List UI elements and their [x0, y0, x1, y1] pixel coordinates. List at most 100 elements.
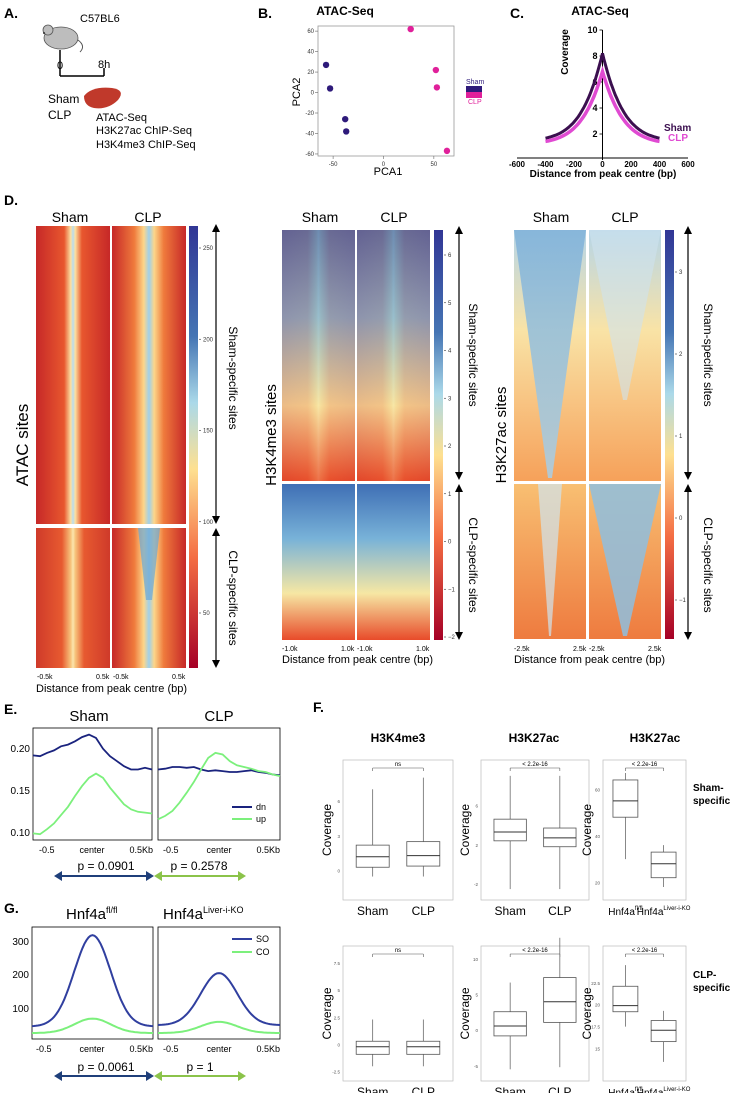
x-tick: -0.5 — [39, 845, 55, 855]
y-tick-label: 5 — [475, 993, 478, 998]
x-axis-label: PCA1 — [374, 166, 403, 178]
x-axis-label: Distance from peak centre (bp) — [36, 683, 187, 695]
y-tick-label: 7.5 — [334, 961, 341, 966]
x-tick-label: 0 — [382, 162, 386, 168]
x-tick-label: -600 — [509, 160, 526, 169]
y-tick-label: 40 — [307, 50, 314, 56]
x-tick: 2.5k — [648, 646, 662, 653]
col-label-clp: CLP — [134, 209, 161, 225]
row-label-sham: Sham-specific — [693, 783, 731, 807]
line-up-sham — [32, 772, 153, 836]
legend: Sham CLP — [466, 79, 484, 106]
line-up-clp — [157, 751, 281, 821]
x-tick: 0.5Kb — [129, 1044, 153, 1054]
sig-label: ns — [395, 948, 401, 954]
cbar-tick-label: 1 — [679, 434, 683, 440]
subplot-title-ko: Hnf4aLiver-i-KO — [163, 905, 244, 923]
cbar-tick-label: 100 — [203, 520, 214, 526]
site-label-clp: CLP-specific sites — [701, 517, 715, 612]
box — [493, 818, 527, 842]
y-tick: 300 — [12, 937, 29, 948]
x-tick: -0.5k — [37, 674, 53, 681]
y-tick-label: -5 — [474, 1064, 478, 1069]
y-tick-label: 6 — [337, 799, 340, 804]
y-tick-label: 22.5 — [591, 981, 600, 986]
col-label-clp: CLP — [380, 209, 407, 225]
cbar-tick-label: 0 — [448, 540, 452, 546]
panel-letter: E. — [4, 701, 17, 717]
title-sup: fl/fl — [106, 905, 118, 915]
panel-b: B. ATAC-Seq 60 40 20 0 -20 -40 -60 -50 0 50 PCA1… — [258, 4, 484, 178]
y-tick-label: 8 — [592, 51, 597, 61]
pval-arrows — [54, 871, 246, 881]
point-sham — [342, 115, 349, 123]
panel-f: F. H3K4me3 H3K27ac H3K27ac Sham-specific… — [313, 699, 731, 1093]
row-label: ATAC sites — [13, 404, 32, 487]
heatmap-clp-bottom — [357, 484, 430, 640]
plot-frame — [480, 759, 590, 901]
y-tick-label: 0 — [311, 91, 315, 97]
line-clp — [545, 65, 660, 144]
heatmap-clp-top — [112, 226, 186, 524]
x-axis-label: Distance from peak centre (bp) — [530, 169, 677, 180]
colorbar-ticks: 6 5 4 3 2 1 0 −1 −2 — [444, 253, 456, 641]
cbar-tick-label: −2 — [448, 635, 456, 641]
x-tick: 0.5k — [96, 674, 110, 681]
time-0: 0 — [57, 60, 63, 72]
point-sham — [326, 85, 334, 92]
y-tick-label: 20 — [595, 1003, 601, 1008]
x-tick: 0.5Kb — [256, 1044, 280, 1054]
chart-title: ATAC-Seq — [316, 4, 374, 18]
legend-label-so: SO — [256, 934, 269, 944]
x-category-label: CLP — [412, 904, 435, 918]
x-tick: center — [206, 1044, 231, 1054]
strain-label: C57BL6 — [80, 13, 120, 25]
title-main: Hnf4a — [163, 906, 204, 923]
y-tick-label: 20 — [595, 880, 601, 885]
plot-frame-sham — [32, 727, 153, 841]
y-tick-label: 40 — [595, 834, 601, 839]
x-tick: center — [206, 845, 231, 855]
y-tick-label: -2 — [474, 882, 478, 887]
category-sup: fl/fl — [635, 1087, 643, 1093]
y-tick-label: 2 — [475, 843, 478, 848]
site-arrows — [684, 226, 692, 640]
x-category-label: Hnf4aLiver-i-KO — [637, 906, 691, 918]
y-tick-label: 60 — [307, 29, 314, 35]
col-title: H3K27ac — [630, 731, 681, 745]
colorbar-ticks: 3 2 1 0 −1 — [675, 270, 687, 604]
row-label-line: specific — [693, 796, 731, 807]
subplot-title-clp: CLP — [204, 708, 233, 725]
y-tick-label: 0 — [475, 1028, 478, 1033]
line-dn-sham — [32, 733, 153, 771]
heatmap-sham-top — [36, 226, 110, 524]
x-tick-label: -50 — [329, 162, 338, 168]
legend-swatch-clp — [466, 92, 482, 98]
panel-letter: A. — [4, 5, 18, 21]
x-tick: 1.0k — [341, 646, 355, 653]
category-sup: fl/fl — [635, 906, 643, 912]
y-tick-label: 3 — [337, 834, 340, 839]
cbar-tick-label: 6 — [448, 253, 452, 259]
x-tick: -0.5 — [163, 845, 179, 855]
category-main: Hnf4a — [637, 1088, 664, 1093]
y-tick-label: -20 — [305, 111, 314, 117]
x-tick: -2.5k — [589, 646, 605, 653]
legend-label-sham: Sham — [664, 123, 691, 134]
x-tick: -1.0k — [282, 646, 298, 653]
legend-label-clp: CLP — [668, 133, 688, 144]
panel-e: E. Sham CLP 0.20 0.15 0.10 -0.5 center 0… — [4, 701, 281, 881]
row-label: H3K27ac sites — [493, 387, 510, 484]
legend: SO CO — [232, 934, 270, 957]
cbar-tick-label: 5 — [448, 301, 452, 307]
x-tick: 2.5k — [573, 646, 587, 653]
colorbar — [189, 226, 198, 668]
y-tick-label: -2.5 — [332, 1070, 340, 1075]
x-tick: -0.5 — [163, 1044, 179, 1054]
cbar-tick-label: −1 — [448, 587, 456, 593]
category-sup: Liver-i-KO — [663, 906, 690, 912]
y-axis-ticks: 60 40 20 0 -20 -40 -60 — [305, 29, 318, 158]
x-category-label: Sham — [494, 1085, 525, 1093]
